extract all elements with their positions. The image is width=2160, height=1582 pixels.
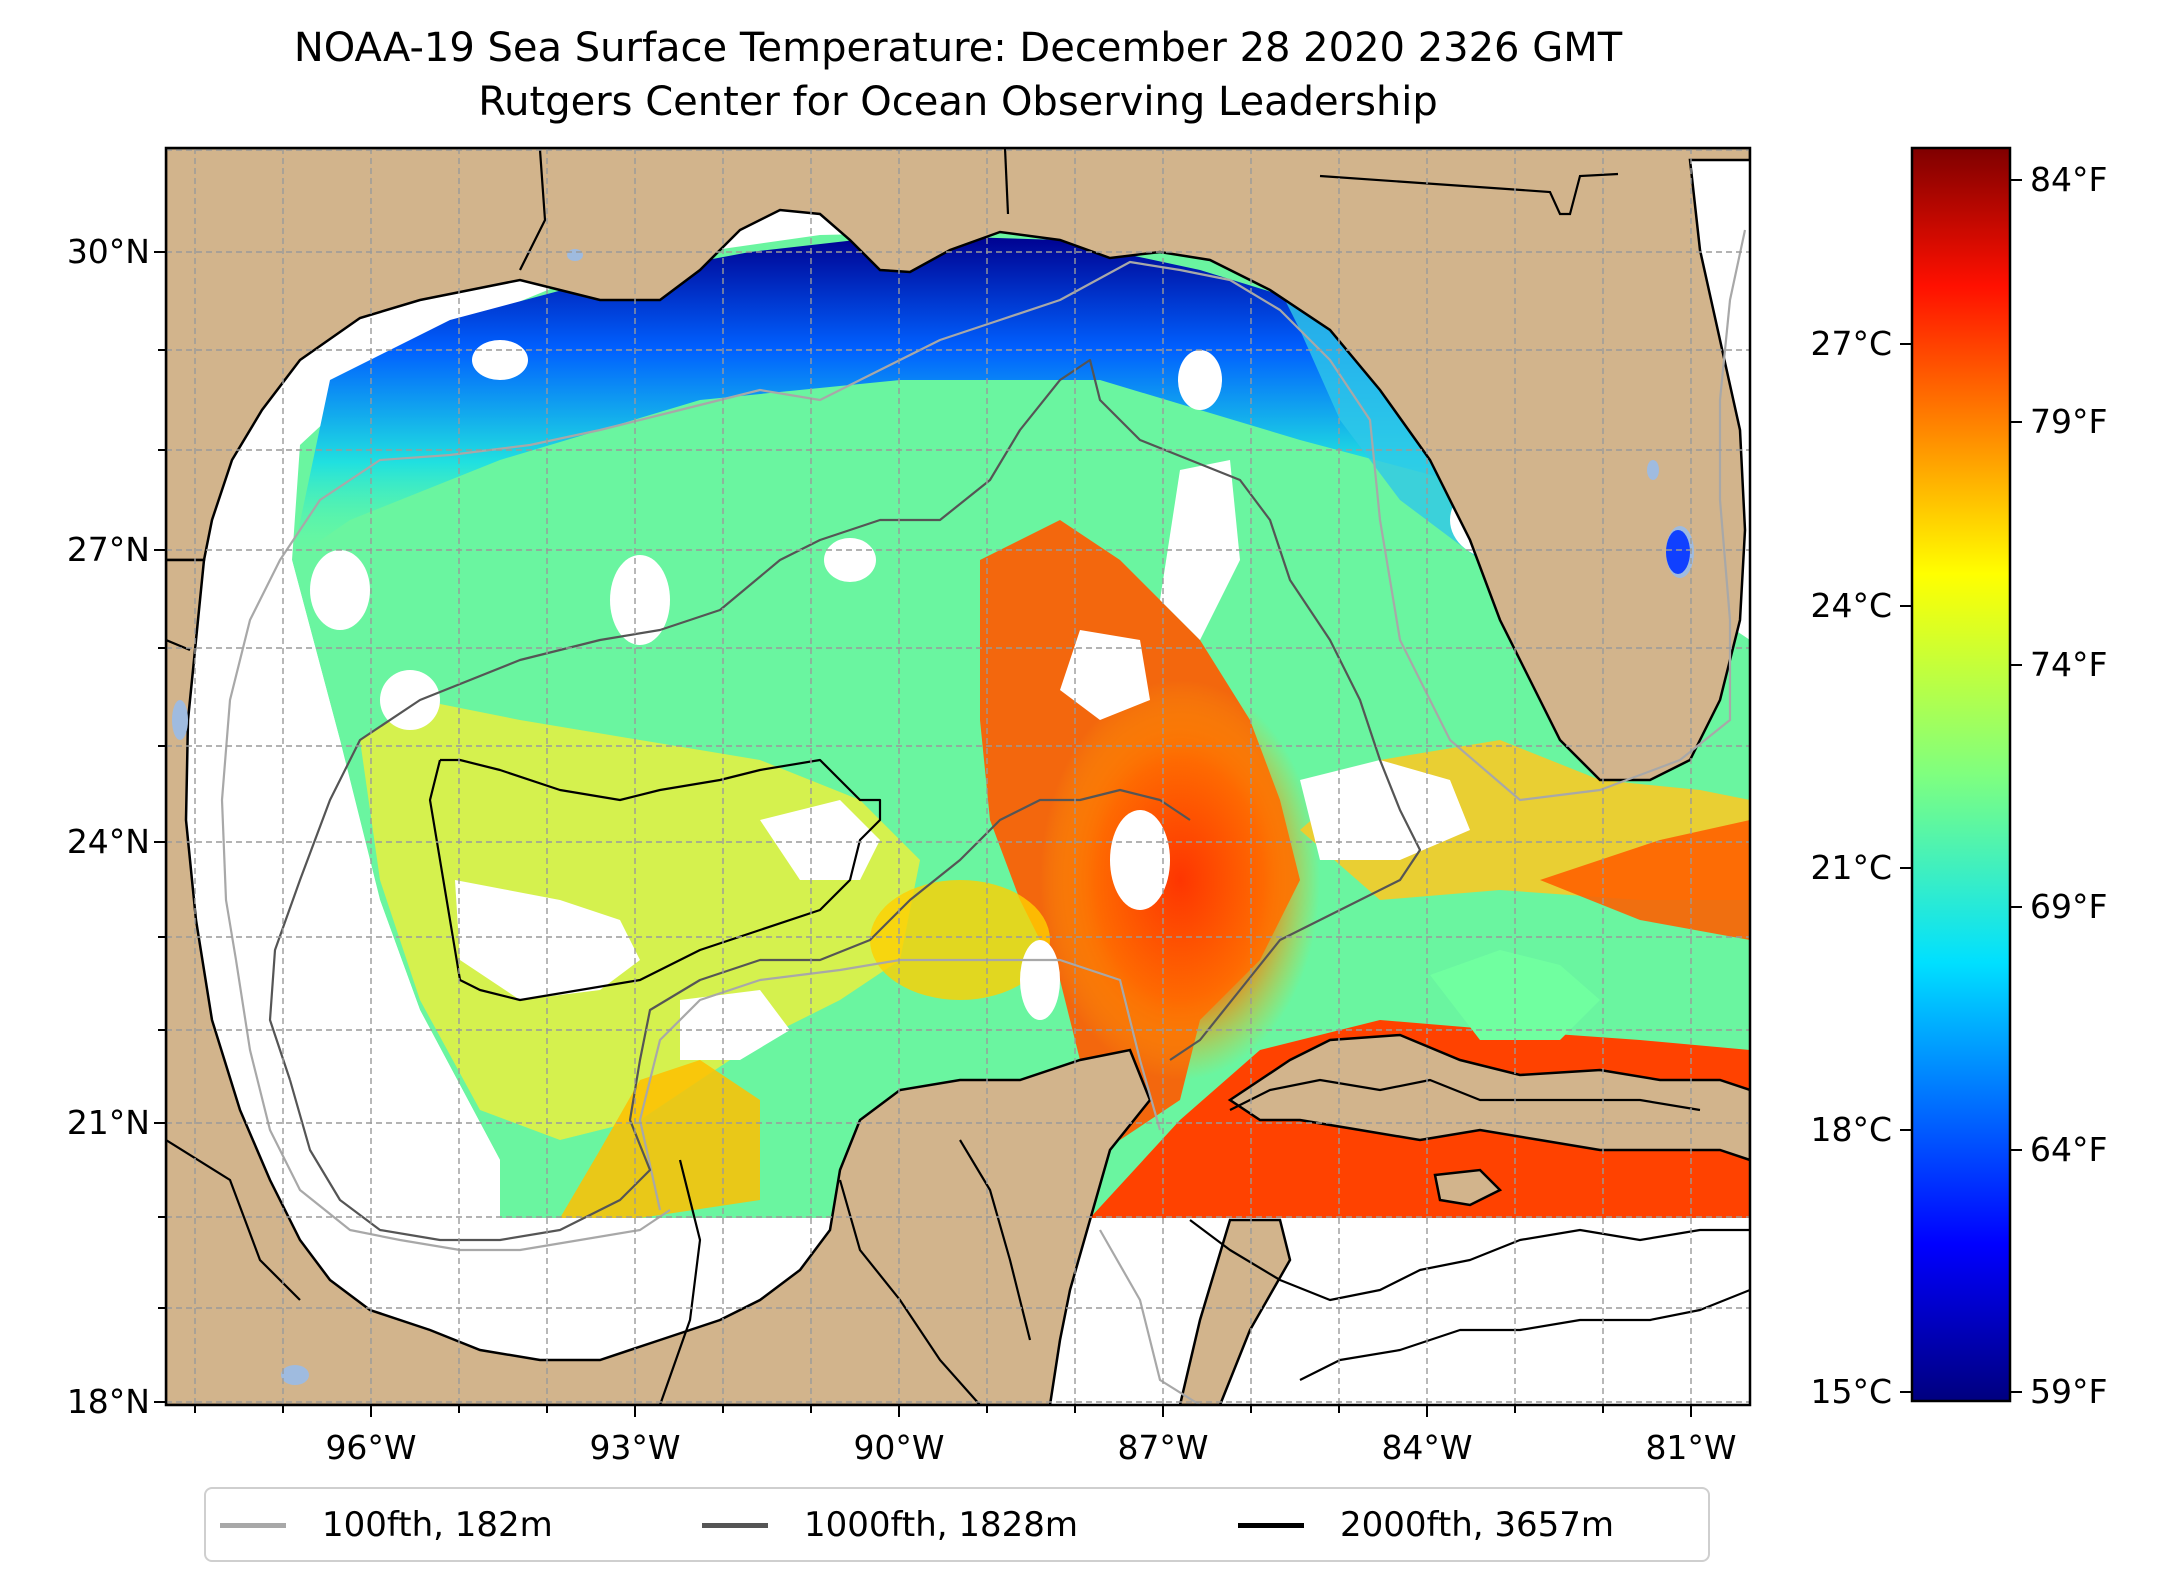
colorbar-celsius-label: 24°C (1810, 586, 1892, 625)
lon-tick-label: 81°W (1645, 1428, 1737, 1467)
legend-swatch (220, 1523, 286, 1528)
colorbar-celsius-label: 21°C (1810, 848, 1892, 887)
land (166, 148, 1750, 1405)
legend-swatch (1238, 1523, 1304, 1528)
borders (166, 148, 1619, 1405)
lon-tick-label: 90°W (853, 1428, 945, 1467)
legend-label: 1000fth, 1828m (804, 1505, 1079, 1545)
lon-tick-label: 87°W (1117, 1428, 1209, 1467)
colorbar-fahrenheit-label: 79°F (2030, 402, 2108, 441)
legend: 100fth, 182m 1000fth, 1828m 2000fth, 365… (204, 1487, 1710, 1562)
colorbar-fahrenheit-label: 84°F (2030, 160, 2108, 199)
lake-okeechobee (1666, 530, 1690, 574)
colorbar-ticks (1900, 179, 2022, 1393)
colorbar-celsius-label: 27°C (1810, 324, 1892, 363)
lat-tick-label: 27°N (66, 530, 150, 569)
lon-tick-label: 84°W (1381, 1428, 1473, 1467)
legend-label: 100fth, 182m (322, 1505, 553, 1545)
plot-frame (164, 146, 1752, 1407)
lat-tick-label: 18°N (66, 1382, 150, 1421)
colorbar-fahrenheit-label: 69°F (2030, 887, 2108, 926)
chart-subtitle: Rutgers Center for Ocean Observing Leade… (478, 79, 1438, 125)
lat-tick-label: 24°N (66, 822, 150, 861)
colorbar (1910, 146, 2012, 1403)
gridlines (166, 148, 1750, 1405)
legend-swatch (702, 1523, 768, 1528)
legend-label: 2000fth, 3657m (1340, 1505, 1615, 1545)
lat-tick-label: 21°N (66, 1103, 150, 1142)
colorbar-celsius-label: 18°C (1810, 1110, 1892, 1149)
lat-tick-label: 30°N (66, 232, 150, 271)
lon-tick-label: 93°W (589, 1428, 681, 1467)
chart-title: NOAA-19 Sea Surface Temperature: Decembe… (293, 25, 1623, 71)
colorbar-fahrenheit-label: 74°F (2030, 645, 2108, 684)
colorbar-fahrenheit-label: 64°F (2030, 1130, 2108, 1169)
lon-tick-label: 96°W (325, 1428, 417, 1467)
axis-ticks (154, 251, 1692, 1417)
colorbar-fahrenheit-label: 59°F (2030, 1372, 2108, 1411)
colorbar-celsius-label: 15°C (1810, 1372, 1892, 1411)
bathymetry-contours (220, 229, 1750, 1405)
